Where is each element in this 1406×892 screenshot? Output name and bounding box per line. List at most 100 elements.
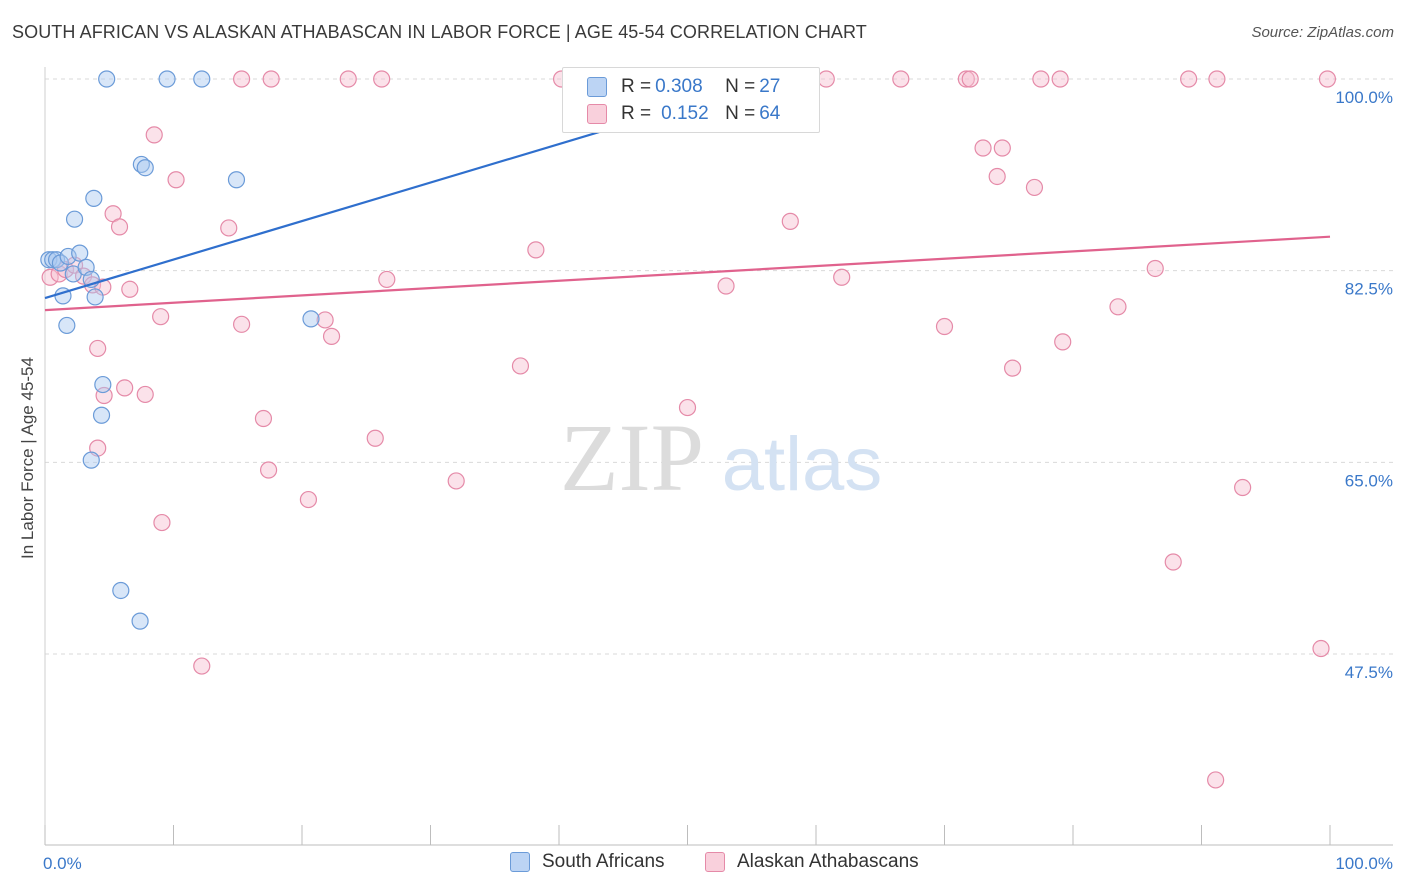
alaskan-athabascans-point-44 bbox=[1146, 259, 1164, 278]
legend: R = 0.308 N = 27 R = 0.152 N = 64 bbox=[562, 67, 820, 133]
alaskan-athabascans-point-61 bbox=[1180, 70, 1198, 88]
south-africans-point-25 bbox=[302, 310, 320, 328]
south-africans-point-23 bbox=[158, 70, 176, 88]
alaskan-athabascans-point-22 bbox=[153, 513, 171, 532]
alaskan-athabascans-point-57 bbox=[957, 70, 975, 88]
alaskan-athabascans-point-31 bbox=[527, 241, 545, 259]
bottom-legend-label: Alaskan Athabascans bbox=[737, 851, 919, 872]
bottom-legend: South Africans Alaskan Athabascans bbox=[0, 851, 1406, 877]
south-africans-point-13 bbox=[85, 189, 103, 207]
y-tick-label-2: 82.5% bbox=[1345, 280, 1393, 299]
alaskan-athabascans-point-28 bbox=[378, 270, 396, 289]
series-alaskan-athabascans bbox=[41, 70, 1337, 789]
alaskan-athabascans-point-37 bbox=[974, 139, 992, 157]
south-africans-point-15 bbox=[136, 159, 154, 177]
bottom-legend-swatch-blue bbox=[510, 852, 530, 872]
x-tick-label-1: 100.0% bbox=[1335, 854, 1393, 873]
alaskan-athabascans-point-43 bbox=[1109, 298, 1127, 316]
bottom-legend-south-africans: South Africans bbox=[510, 851, 665, 873]
tick-labels: 47.5% 65.0% 82.5% 100.0% 0.0% 100.0% bbox=[43, 88, 1393, 873]
alaskan-athabascans-point-13 bbox=[220, 219, 238, 237]
alaskan-athabascans-point-19 bbox=[254, 409, 273, 428]
alaskan-athabascans-point-15 bbox=[89, 339, 107, 358]
legend-row-alaskan-athabascans: R = 0.152 N = 64 bbox=[587, 101, 780, 127]
legend-swatch-pink bbox=[587, 104, 607, 124]
alaskan-athabascans-point-60 bbox=[1051, 70, 1069, 88]
alaskan-athabascans-point-48 bbox=[1312, 639, 1330, 658]
y-tick-label-0: 47.5% bbox=[1345, 663, 1393, 682]
alaskan-athabascans-point-11 bbox=[152, 308, 170, 326]
alaskan-athabascans-point-62 bbox=[1208, 70, 1226, 88]
alaskan-athabascans-point-58 bbox=[961, 70, 979, 88]
south-africans-point-24 bbox=[193, 70, 211, 88]
legend-n-label: N = bbox=[725, 103, 756, 124]
alaskan-athabascans-point-21 bbox=[259, 461, 278, 479]
south-africans-point-17 bbox=[94, 375, 112, 394]
legend-swatch-blue bbox=[587, 77, 607, 97]
legend-n-value: 27 bbox=[759, 76, 781, 97]
legend-r-value: 0.152 bbox=[661, 103, 709, 124]
alaskan-athabascans-point-24 bbox=[193, 657, 211, 675]
south-africans-point-19 bbox=[82, 451, 100, 469]
legend-r-label: R = bbox=[621, 76, 652, 97]
x-tick-label-0: 0.0% bbox=[43, 854, 82, 873]
legend-n-value: 64 bbox=[759, 103, 781, 124]
legend-r-label: R = bbox=[621, 103, 652, 124]
watermark-atlas: atlas bbox=[722, 422, 883, 507]
series-south-africans bbox=[40, 70, 785, 630]
alaskan-athabascans-point-38 bbox=[988, 167, 1006, 186]
alaskan-athabascans-point-46 bbox=[1207, 771, 1225, 789]
alaskan-athabascans-point-34 bbox=[781, 212, 799, 230]
alaskan-athabascans-point-36 bbox=[935, 317, 954, 336]
alaskan-athabascans-point-51 bbox=[339, 70, 357, 88]
alaskan-athabascans-point-25 bbox=[316, 311, 334, 329]
watermark: ZIP atlas bbox=[560, 404, 882, 511]
trend-line-alaskan-athabascans bbox=[44, 235, 1331, 312]
alaskan-athabascans-point-27 bbox=[366, 429, 384, 447]
alaskan-athabascans-point-49 bbox=[233, 70, 251, 88]
alaskan-athabascans-point-63 bbox=[1318, 70, 1337, 88]
alaskan-athabascans-point-42 bbox=[1054, 333, 1072, 351]
alaskan-athabascans-point-17 bbox=[116, 379, 134, 397]
bottom-legend-alaskan-athabascans: Alaskan Athabascans bbox=[705, 851, 919, 873]
alaskan-athabascans-point-29 bbox=[447, 472, 465, 490]
alaskan-athabascans-point-9 bbox=[121, 280, 139, 298]
alaskan-athabascans-point-50 bbox=[262, 70, 280, 88]
alaskan-athabascans-point-30 bbox=[511, 357, 530, 375]
legend-row-south-africans: R = 0.308 N = 27 bbox=[587, 74, 780, 100]
grid-lines bbox=[45, 78, 1393, 655]
alaskan-athabascans-point-59 bbox=[1032, 70, 1050, 88]
alaskan-athabascans-point-41 bbox=[1025, 178, 1044, 197]
y-tick-label-3: 100.0% bbox=[1335, 88, 1393, 107]
alaskan-athabascans-point-55 bbox=[817, 70, 835, 88]
alaskan-athabascans-point-8 bbox=[110, 218, 129, 236]
south-africans-point-7 bbox=[71, 244, 89, 262]
south-africans-point-20 bbox=[112, 581, 130, 600]
legend-r-value: 0.308 bbox=[655, 76, 703, 97]
alaskan-athabascans-point-32 bbox=[678, 398, 697, 417]
bottom-legend-label: South Africans bbox=[542, 851, 665, 872]
south-africans-point-18 bbox=[92, 406, 111, 424]
alaskan-athabascans-point-40 bbox=[1004, 359, 1022, 377]
bottom-legend-swatch-pink bbox=[705, 852, 725, 872]
alaskan-athabascans-point-0 bbox=[41, 268, 59, 286]
watermark-zip: ZIP bbox=[560, 404, 704, 511]
south-africans-point-16 bbox=[227, 171, 246, 189]
alaskan-athabascans-point-35 bbox=[833, 268, 851, 286]
legend-n-label: N = bbox=[725, 76, 756, 97]
south-africans-point-21 bbox=[131, 612, 149, 630]
alaskan-athabascans-point-10 bbox=[145, 126, 163, 144]
alaskan-athabascans-point-12 bbox=[167, 171, 185, 189]
alaskan-athabascans-point-56 bbox=[892, 70, 910, 88]
alaskan-athabascans-point-26 bbox=[322, 327, 341, 345]
alaskan-athabascans-point-23 bbox=[299, 490, 318, 509]
south-africans-point-22 bbox=[98, 70, 116, 88]
alaskan-athabascans-point-45 bbox=[1164, 553, 1182, 571]
south-africans-point-11 bbox=[58, 316, 76, 335]
axes bbox=[44, 67, 1393, 846]
south-africans-point-10 bbox=[86, 288, 104, 306]
alaskan-athabascans-point-52 bbox=[373, 70, 391, 88]
alaskan-athabascans-point-39 bbox=[993, 139, 1011, 157]
y-tick-label-1: 65.0% bbox=[1345, 471, 1393, 490]
